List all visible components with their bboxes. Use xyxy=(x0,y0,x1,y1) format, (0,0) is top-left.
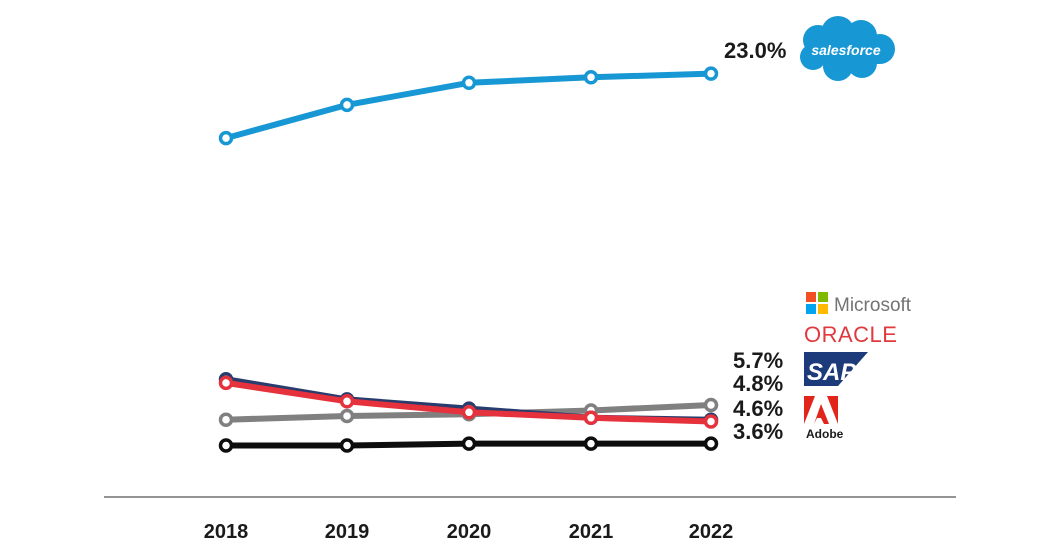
data-point-sap-2022 xyxy=(703,397,719,413)
oracle-logo-text: ORACLE xyxy=(804,322,897,347)
end-label-salesforce: 23.0% xyxy=(724,38,786,63)
series-oracle xyxy=(218,375,719,429)
series-salesforce xyxy=(218,66,719,146)
data-point-adobe-2020 xyxy=(461,436,477,451)
sap-logo: SAP xyxy=(804,352,868,386)
data-point-oracle-2018 xyxy=(218,375,234,391)
data-point-adobe-2022 xyxy=(703,436,719,451)
data-point-sap-2019 xyxy=(339,408,355,424)
data-point-salesforce-2019 xyxy=(339,97,355,113)
x-tick-label-2021: 2021 xyxy=(569,521,614,543)
x-tick-label-2020: 2020 xyxy=(447,521,492,543)
microsoft-logo-text: Microsoft xyxy=(834,295,912,316)
data-point-adobe-2021 xyxy=(583,436,599,451)
data-point-adobe-2018 xyxy=(218,438,234,453)
data-point-oracle-2021 xyxy=(583,410,599,426)
x-tick-label-2018: 2018 xyxy=(204,521,249,543)
data-point-oracle-2022 xyxy=(703,414,719,429)
end-label-oracle: 4.6% xyxy=(733,396,783,421)
end-label-adobe: 3.6% xyxy=(733,419,783,444)
data-point-sap-2018 xyxy=(218,412,234,427)
salesforce-logo: salesforce xyxy=(800,16,895,81)
data-point-adobe-2019 xyxy=(339,438,355,453)
adobe-logo-text: Adobe xyxy=(806,427,844,441)
data-point-salesforce-2018 xyxy=(218,130,234,146)
adobe-logo: Adobe xyxy=(804,396,844,441)
x-tick-label-2019: 2019 xyxy=(325,521,370,543)
microsoft-logo: Microsoft xyxy=(806,292,912,316)
x-tick-label-2022: 2022 xyxy=(689,521,734,543)
salesforce-logo-text: salesforce xyxy=(811,42,880,58)
series-adobe xyxy=(218,436,719,453)
sap-logo-text: SAP xyxy=(807,359,857,386)
end-label-sap: 4.8% xyxy=(733,371,783,396)
x-tick-labels: 2018 2019 2020 2021 2022 xyxy=(204,521,734,543)
data-point-salesforce-2021 xyxy=(583,70,599,85)
end-label-microsoft: 5.7% xyxy=(733,348,783,373)
data-point-oracle-2020 xyxy=(461,405,477,420)
data-point-salesforce-2020 xyxy=(461,75,477,91)
data-point-oracle-2019 xyxy=(339,394,355,409)
data-point-salesforce-2022 xyxy=(703,66,719,81)
series-layer xyxy=(218,66,719,453)
